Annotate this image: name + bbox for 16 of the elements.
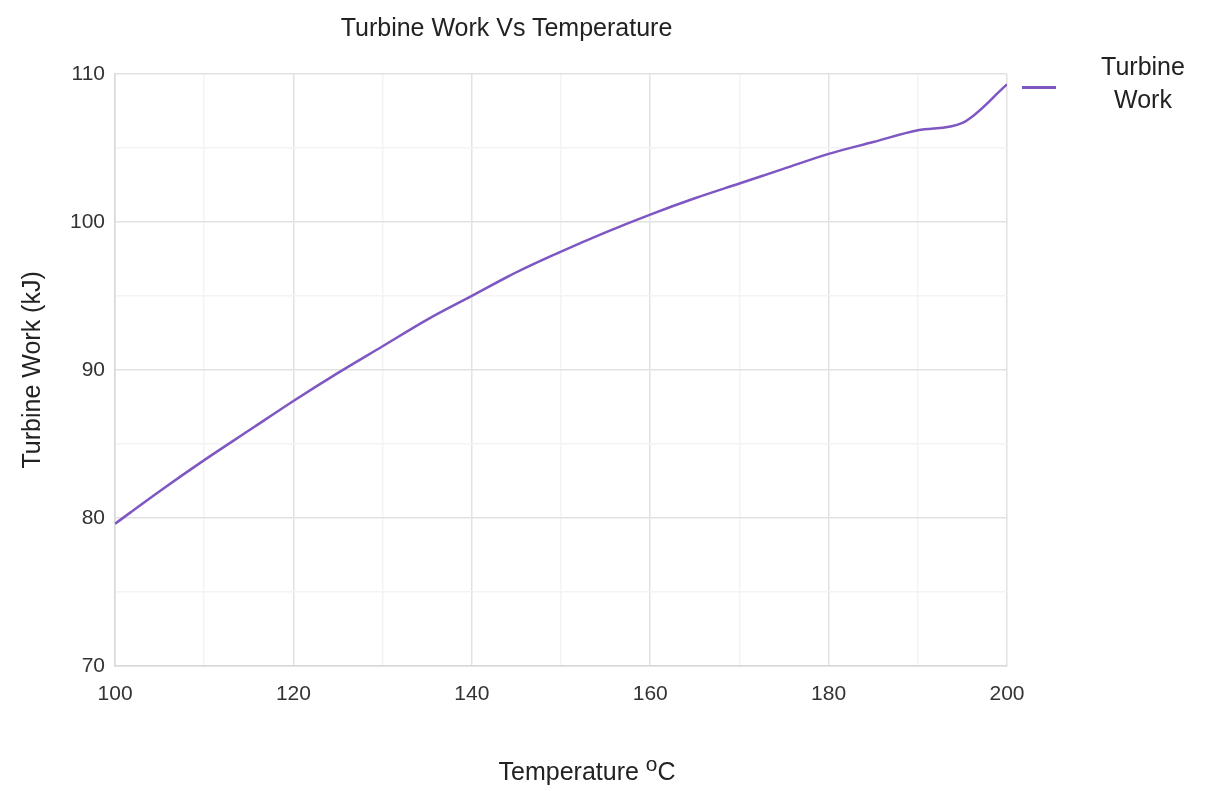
x-axis-title: Temperature $^{o}$C (497, 752, 677, 787)
y-tick-label: 80 (81, 504, 106, 528)
line-series (115, 83, 1007, 526)
chart-title: Turbine Work Vs Temperature (340, 12, 673, 41)
x-tick-label: 200 (989, 681, 1025, 705)
y-tick-label: 100 (69, 208, 106, 232)
x-tick-label: 100 (97, 681, 133, 705)
x-tick-label: 160 (632, 681, 668, 705)
y-tick-label: 70 (81, 652, 106, 676)
y-tick-label: 110 (71, 60, 106, 84)
x-tick-label: 120 (275, 681, 311, 705)
x-tick-label: 140 (454, 681, 490, 705)
x-tick-label: 180 (811, 681, 847, 705)
y-axis-title: Turbine Work (kJ) (16, 271, 45, 469)
y-tick-label: 90 (81, 356, 106, 380)
legend-label: Turbine Work (1100, 51, 1186, 115)
